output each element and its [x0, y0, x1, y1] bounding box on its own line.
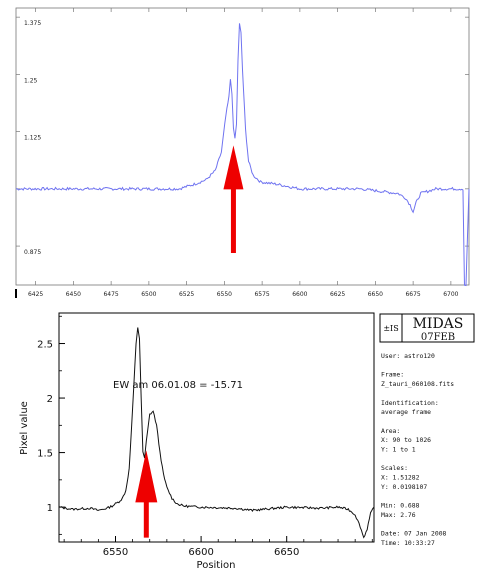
top-spectrum-line [15, 23, 470, 287]
midas-logo-subtitle: 07FEB [421, 332, 455, 343]
top-y-tick-label: 0.875 [24, 249, 41, 256]
top-y-tick-label: 1.125 [24, 135, 41, 142]
midas-metadata-line: Min: 0.688 [381, 502, 420, 510]
midas-metadata-line: Max: 2.76 [381, 511, 416, 519]
midas-metadata-line: Scales: [381, 464, 408, 472]
top-x-tick-label: 6575 [254, 291, 269, 298]
midas-metadata-line: Time: 10:33:27 [381, 539, 435, 547]
top-x-tick-label: 6700 [443, 291, 458, 298]
top-x-tick-label: 6650 [368, 291, 383, 298]
midas-metadata-line: Y: 1 to 1 [381, 446, 416, 454]
x-axis-label: Position [197, 560, 236, 571]
midas-metadata-line: average frame [381, 408, 431, 416]
arrow-head [135, 450, 158, 503]
midas-metadata-line: Frame: [381, 371, 404, 379]
midas-metadata-line: User: astro120 [381, 352, 435, 360]
midas-metadata: User: astro120 Frame:Z_tauri_060108.fits I… [381, 352, 454, 547]
top-x-tick-label: 6500 [141, 291, 156, 298]
equivalent-width-annotation: EW am 06.01.08 = -15.71 [113, 380, 243, 391]
top-x-tick-label: 6475 [103, 291, 118, 298]
bottom-y-tick-label: 2 [47, 394, 53, 405]
separator-mark [15, 289, 17, 298]
top-y-tick-label: 1.375 [24, 20, 41, 27]
midas-logo: ±IS MIDAS 07FEB [379, 313, 475, 343]
bottom-y-tick-label: 1 [47, 503, 53, 514]
midas-metadata-line: Identification: [381, 399, 439, 407]
bottom-red-arrow [135, 450, 158, 538]
top-x-tick-label: 6525 [179, 291, 194, 298]
midas-logo-title: MIDAS [413, 316, 464, 332]
bottom-plot-frame [58, 312, 375, 543]
arrow-head [223, 145, 244, 190]
midas-metadata-line: Date: 07 Jan 2008 [381, 530, 447, 538]
top-plot-frame [15, 7, 470, 286]
top-spectrum-plot: 6425 6450 6475 6500 6525 6550 6575 6600 6625 6650… [15, 7, 470, 298]
bottom-plot-ticks: 6550 6600 6650 1 1.5 2 2.5 [37, 315, 373, 558]
midas-metadata-line: X: 90 to 1026 [381, 436, 431, 444]
top-x-tick-label: 6550 [217, 291, 232, 298]
top-plot-ticks: 6425 6450 6475 6500 6525 6550 6575 6600 6625 6650… [16, 8, 469, 298]
midas-metadata-line: Area: [381, 427, 400, 435]
bottom-x-tick-label: 6600 [188, 547, 213, 558]
bottom-y-tick-label: 2.5 [37, 340, 53, 351]
top-red-arrow [223, 145, 244, 253]
midas-metadata-line: X: 1.51282 [381, 474, 420, 482]
bottom-y-tick-label: 1.5 [37, 449, 53, 460]
bottom-spectrum-line [58, 327, 375, 539]
top-x-tick-label: 6450 [66, 291, 81, 298]
top-x-tick-label: 6675 [405, 291, 420, 298]
top-y-tick-label: 1.25 [24, 77, 38, 84]
midas-logo-box [379, 313, 475, 343]
y-axis-label: Pixel value [19, 401, 30, 455]
midas-info-panel: ±IS MIDAS 07FEB User: astro120 Frame:Z_ta… [379, 313, 475, 547]
top-x-tick-label: 6625 [330, 291, 345, 298]
bottom-spectrum-plot: 6550 6600 6650 1 1.5 2 2.5 EW am 06.01.08 = -1… [19, 312, 375, 571]
midas-metadata-line: Y: 0.0198107 [381, 483, 427, 491]
bottom-x-tick-label: 6650 [274, 547, 299, 558]
midas-metadata-line: Z_tauri_060108.fits [381, 380, 454, 388]
bottom-x-tick-label: 6550 [103, 547, 128, 558]
top-x-tick-label: 6600 [292, 291, 307, 298]
midas-logo-symbol: ±IS [383, 324, 398, 333]
top-x-tick-label: 6425 [28, 291, 43, 298]
